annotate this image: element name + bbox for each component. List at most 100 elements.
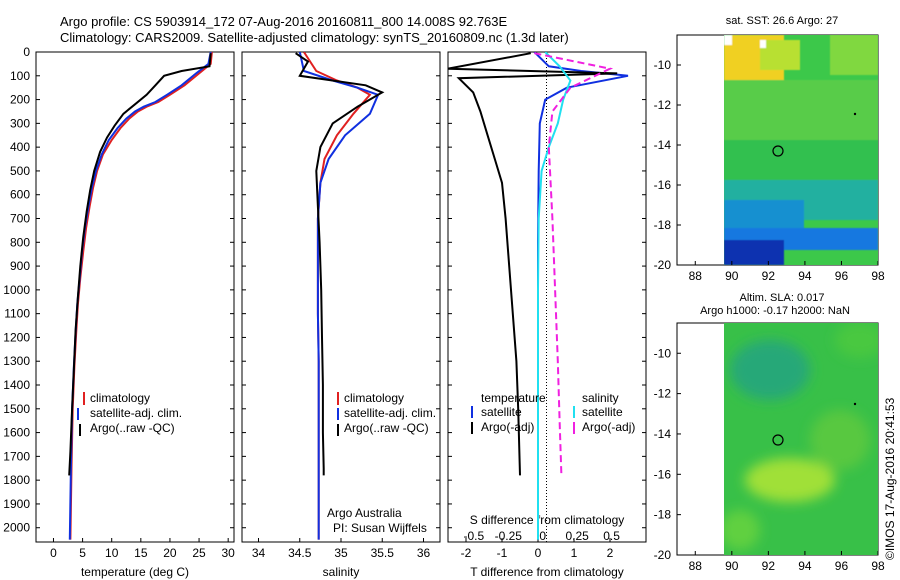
- depth-axis: 0 100 200 300 400 500 600 700 800 900 1000 1100 1200…: [3, 45, 646, 535]
- sst-lat-ticks: -10 -12 -14 -16 -18 -20: [654, 58, 681, 272]
- s-difference-ticks: -0.5 -0.25 0 0.25 0.5: [463, 529, 620, 543]
- lat-tick-label: -16: [654, 467, 672, 481]
- depth-tick-label: 1400: [3, 378, 30, 392]
- imos-timestamp: ©IMOS 17-Aug-2016 20:41:53: [883, 397, 897, 560]
- x-tick-label: 34: [252, 546, 266, 560]
- lat-tick-label: -18: [654, 218, 672, 232]
- depth-tick-label: 1000: [3, 283, 30, 297]
- temperature-axis-label: temperature (deg C): [81, 565, 189, 579]
- s-legend-climatology: climatology: [344, 391, 404, 405]
- depth-tick-label: 1500: [3, 402, 30, 416]
- argo-position-marker-sst: [772, 145, 784, 157]
- sst-map-title: sat. SST: 26.6 Argo: 27: [726, 15, 839, 27]
- depth-tick-label: 0: [23, 45, 30, 59]
- series-2-2: [537, 52, 572, 540]
- depth-tick-label: 1700: [3, 449, 30, 463]
- series-1-1: [298, 52, 380, 540]
- x-tick-label: 25: [192, 546, 206, 560]
- t-difference-axis-label: T difference from climatology: [470, 565, 624, 579]
- lat-tick-label: -18: [654, 508, 672, 522]
- temperature-legend: climatology satellite-adj. clim. Argo(..…: [77, 391, 182, 436]
- s-tick-label: -0.5: [463, 529, 484, 543]
- sla-map-title-2: Argo h1000: -0.17 h2000: NaN: [700, 305, 850, 317]
- s-tick-label: 0: [539, 529, 546, 543]
- sst-field: [724, 35, 878, 265]
- lat-tick-label: -12: [654, 387, 672, 401]
- x-tick-label: 10: [105, 546, 119, 560]
- depth-tick-label: 1800: [3, 473, 30, 487]
- depth-tick-label: 800: [10, 235, 30, 249]
- lat-tick-label: -20: [654, 548, 672, 562]
- depth-tick-label: 1200: [3, 330, 30, 344]
- depth-tick-label: 1600: [3, 426, 30, 440]
- lat-tick-label: -20: [654, 258, 672, 272]
- difference-x-ticks: -2 -1 0 1 2: [461, 538, 614, 560]
- pi-note: PI: Susan Wijffels: [333, 521, 427, 535]
- legend-salinity-title: salinity: [582, 391, 619, 405]
- legend-climatology: climatology: [90, 391, 150, 405]
- x-tick-label: 34.5: [288, 546, 312, 560]
- salinity-curves: [295, 52, 385, 540]
- x-tick-label: 0: [535, 546, 542, 560]
- sla-field: [724, 323, 878, 555]
- lon-tick-label: 92: [762, 559, 776, 573]
- s-tick-label: 0.25: [565, 529, 589, 543]
- depth-tick-label: 300: [10, 116, 30, 130]
- depth-tick-label: 1300: [3, 354, 30, 368]
- depth-tick-label: 2000: [3, 521, 30, 535]
- difference-panel-frame: [447, 51, 647, 543]
- lat-tick-label: -16: [654, 178, 672, 192]
- s-tick-label: -0.25: [495, 529, 523, 543]
- argo-position-marker-sla: [772, 434, 784, 446]
- float-dot-sst: [853, 112, 857, 116]
- x-tick-label: 20: [163, 546, 177, 560]
- x-tick-label: -2: [461, 546, 472, 560]
- x-tick-label: 15: [134, 546, 148, 560]
- sla-map-title-1: Altim. SLA: 0.017: [740, 292, 825, 304]
- lon-tick-label: 98: [871, 269, 885, 283]
- depth-tick-label: 700: [10, 212, 30, 226]
- series-2-1: [448, 52, 618, 476]
- legend-argo: Argo(..raw -QC): [90, 421, 175, 435]
- sla-lon-ticks: 88 90 92 94 96 98: [689, 551, 885, 573]
- series-0-2: [68, 53, 212, 476]
- x-tick-label: 36: [417, 546, 431, 560]
- sla-lat-ticks: -10 -12 -14 -16 -18 -20: [654, 346, 681, 562]
- lat-tick-label: -14: [654, 427, 672, 441]
- legend-temperature-title: temperature: [481, 391, 546, 405]
- temperature-curves: [68, 52, 213, 540]
- depth-tick-label: 1100: [4, 307, 30, 321]
- salinity-legend: climatology satellite-adj. clim. Argo(..…: [337, 391, 436, 436]
- x-tick-label: 5: [79, 546, 86, 560]
- salinity-x-ticks: 34 34.5 35 35.5 36: [252, 538, 431, 560]
- s-legend-satellite-adj: satellite-adj. clim.: [344, 406, 436, 420]
- lon-tick-label: 90: [725, 559, 739, 573]
- sst-lon-ticks: 88 90 92 94 96 98: [689, 261, 885, 283]
- x-tick-label: 30: [221, 546, 235, 560]
- x-tick-label: -1: [497, 546, 508, 560]
- legend-satellite-adj: satellite-adj. clim.: [90, 406, 182, 420]
- difference-legend: temperature salinity satellite Argo(-adj…: [471, 391, 635, 434]
- lon-tick-label: 88: [689, 269, 703, 283]
- s-tick-label: 0.5: [603, 529, 620, 543]
- float-dot-sla: [853, 402, 857, 406]
- s-legend-argo: Argo(..raw -QC): [344, 421, 429, 435]
- salinity-axis-label: salinity: [323, 565, 360, 579]
- lon-tick-label: 94: [798, 269, 812, 283]
- temperature-x-ticks: 0 5 10 15 20 25 30: [50, 538, 235, 560]
- s-difference-axis-label: S difference from climatology: [470, 513, 625, 527]
- title-line-1: Argo profile: CS 5903914_172 07-Aug-2016…: [60, 14, 508, 29]
- salinity-panel-frame: [241, 51, 441, 543]
- difference-curves: [448, 52, 629, 540]
- lon-tick-label: 96: [835, 269, 849, 283]
- lat-tick-label: -10: [654, 58, 672, 72]
- series-1-2: [295, 52, 385, 476]
- lon-tick-label: 94: [798, 559, 812, 573]
- legend-t-satellite: satellite: [481, 405, 522, 419]
- temperature-panel-frame: [35, 51, 235, 543]
- lon-tick-label: 92: [762, 269, 776, 283]
- depth-tick-label: 900: [10, 259, 30, 273]
- lat-tick-label: -14: [654, 138, 672, 152]
- x-tick-label: 2: [607, 546, 614, 560]
